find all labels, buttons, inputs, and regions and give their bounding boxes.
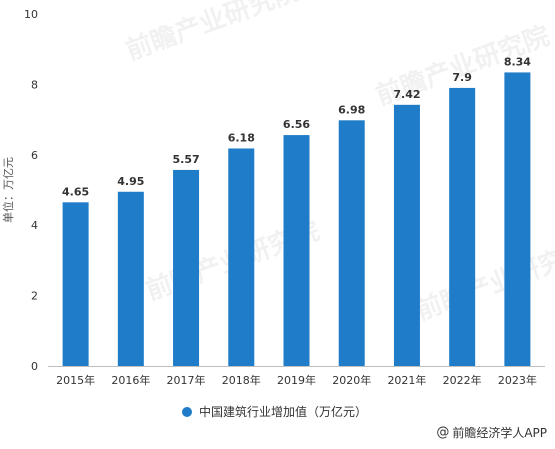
source-text: 前瞻经济学人APP: [452, 426, 547, 440]
data-label: 4.65: [62, 185, 89, 198]
bar-2023年: [504, 72, 531, 366]
data-label: 6.98: [338, 103, 365, 116]
bar-2020年: [338, 120, 365, 366]
bar-2018年: [228, 148, 255, 366]
legend-swatch: [182, 406, 192, 417]
data-label: 6.18: [228, 131, 255, 144]
y-tick-label: 8: [31, 78, 38, 91]
bar-2019年: [283, 135, 310, 366]
data-label: 4.95: [117, 175, 144, 188]
bar-2016年: [117, 191, 144, 366]
x-tick-label: 2016年: [111, 373, 150, 387]
data-label: 7.9: [452, 71, 472, 84]
bar-2021年: [393, 104, 420, 366]
x-tick-label: 2023年: [498, 373, 537, 387]
data-label: 8.34: [504, 55, 531, 68]
bars: [62, 72, 531, 367]
source-credit: @ 前瞻经济学人APP: [436, 424, 547, 441]
y-tick-label: 2: [31, 290, 38, 303]
y-tick-label: 6: [31, 149, 38, 162]
x-tick-label: 2018年: [222, 373, 261, 387]
bar-2015年: [62, 202, 89, 366]
y-tick-label: 10: [24, 8, 38, 21]
y-axis-ticks: 0 2 4 6 8 10: [24, 8, 38, 373]
x-axis-ticks: 2015年 2016年 2017年 2018年 2019年 2020年 2021年 2022年…: [56, 373, 537, 387]
x-tick-label: 2020年: [332, 373, 371, 387]
x-tick-label: 2021年: [387, 373, 426, 387]
legend: 中国建筑行业增加值（万亿元）: [182, 403, 367, 420]
y-axis-label: 单位：万亿元: [1, 157, 15, 223]
bar-2017年: [173, 169, 200, 366]
at-icon: @: [436, 425, 450, 440]
watermark-text: 前瞻产业研究院: [122, 0, 304, 67]
x-tick-label: 2015年: [56, 373, 95, 387]
x-tick-label: 2019年: [277, 373, 316, 387]
x-tick-label: 2022年: [443, 373, 482, 387]
legend-label: 中国建筑行业增加值（万亿元）: [199, 405, 368, 419]
data-labels: 4.65 4.95 5.57 6.18 6.56 6.98 7.42 7.9 8.34: [62, 55, 531, 198]
data-label: 7.42: [393, 88, 420, 101]
data-label: 5.57: [172, 153, 199, 166]
bar-2022年: [449, 87, 476, 367]
x-tick-label: 2017年: [167, 373, 206, 387]
watermark-text: 前瞻产业研究院: [412, 235, 555, 326]
y-tick-label: 0: [31, 360, 38, 373]
y-tick-label: 4: [31, 219, 38, 232]
data-label: 6.56: [283, 118, 310, 131]
